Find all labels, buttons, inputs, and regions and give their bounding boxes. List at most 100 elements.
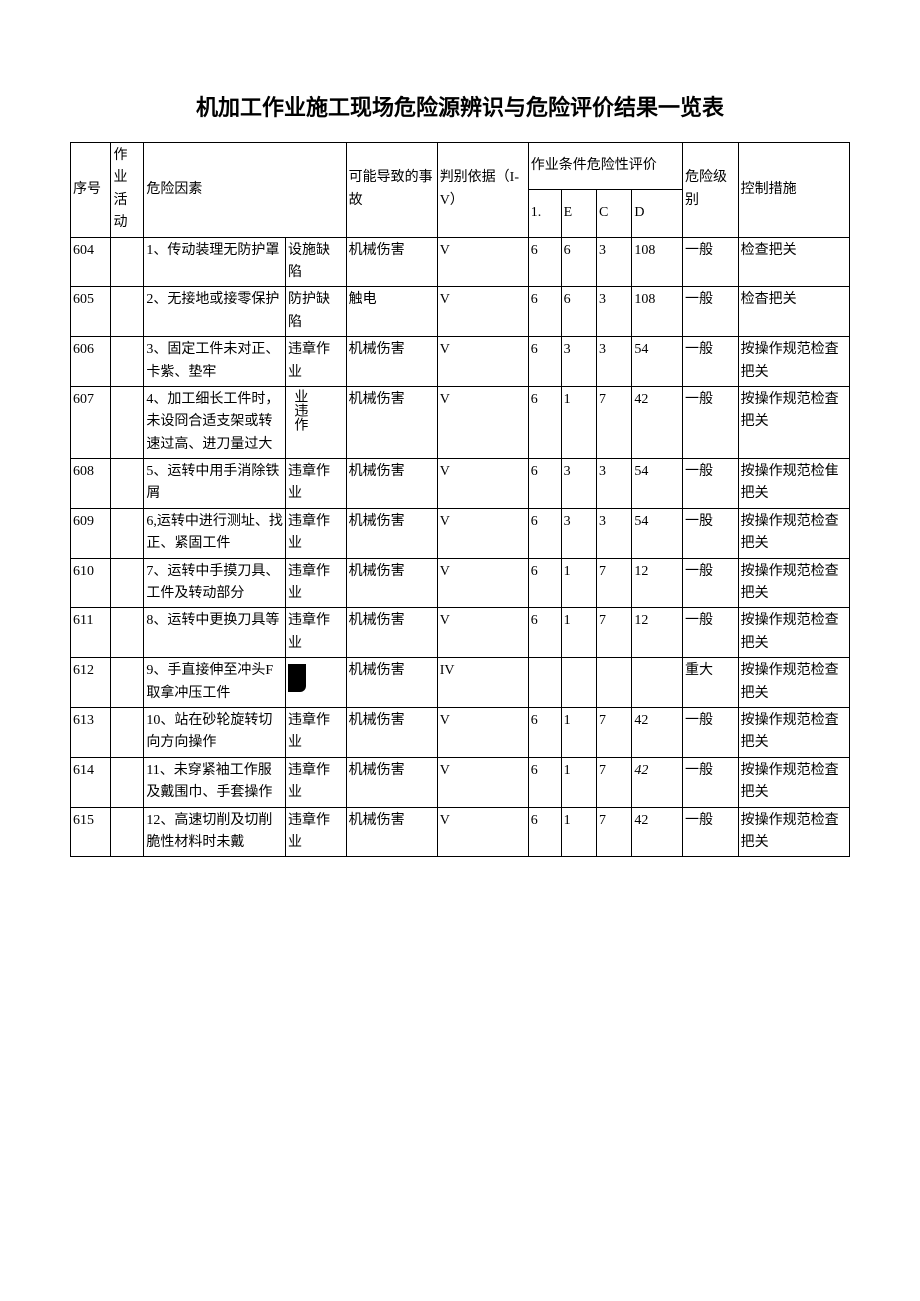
cell-d: 12 [632,558,683,608]
cell-measure: 按操作规范检査把关 [738,707,849,757]
cell-activity [111,337,144,387]
cell-e: 3 [561,337,596,387]
cell-level: 一般 [683,558,739,608]
cell-level: 一般 [683,337,739,387]
cell-factor1: 2、无接地或接零保护 [144,287,286,337]
cell-basis: V [437,386,528,458]
header-l: 1. [528,190,561,237]
cell-measure: 按操作规范检查把关 [738,508,849,558]
cell-measure: 按操作规范检査把关 [738,757,849,807]
cell-accident: 机械伤害 [346,558,437,608]
cell-measure: 按操作规范检査把关 [738,386,849,458]
cell-level: 一股 [683,508,739,558]
cell-c [597,658,632,708]
cell-c: 7 [597,386,632,458]
cell-seq: 612 [71,658,111,708]
cell-l: 6 [528,508,561,558]
page-title: 机加工作业施工现场危险源辨识与危险评价结果一览表 [70,90,850,122]
cell-d: 42 [632,707,683,757]
cell-basis: V [437,707,528,757]
header-factor: 危险因素 [144,143,346,238]
cell-seq: 609 [71,508,111,558]
cell-l: 6 [528,707,561,757]
cell-e: 1 [561,757,596,807]
cell-accident: 机械伤害 [346,658,437,708]
cell-basis: IV [437,658,528,708]
cell-l: 6 [528,558,561,608]
cell-d: 42 [632,807,683,857]
cell-activity [111,459,144,509]
cell-accident: 触电 [346,287,437,337]
cell-factor2: 设施缺陷 [285,237,346,287]
cell-d: 108 [632,237,683,287]
cell-e: 1 [561,558,596,608]
cell-d: 108 [632,287,683,337]
cell-l: 6 [528,459,561,509]
cell-level: 一般 [683,757,739,807]
cell-factor1: 7、运转中手摸刀具、工件及转动部分 [144,558,286,608]
cell-e: 1 [561,807,596,857]
cell-basis: V [437,287,528,337]
cell-factor2: 违章作业 [285,707,346,757]
cell-c: 3 [597,237,632,287]
cell-c: 7 [597,757,632,807]
cell-activity [111,287,144,337]
cell-activity [111,707,144,757]
header-eval-group: 作业条件危险性评价 [528,143,682,190]
cell-measure: 按操作规范检查把关 [738,608,849,658]
cell-activity [111,237,144,287]
cell-d: 12 [632,608,683,658]
cell-c: 7 [597,807,632,857]
cell-d: 54 [632,508,683,558]
cell-level: 一般 [683,707,739,757]
cell-c: 3 [597,508,632,558]
cell-e: 1 [561,707,596,757]
cell-c: 3 [597,459,632,509]
cell-l: 6 [528,287,561,337]
cell-activity [111,757,144,807]
cell-l: 6 [528,386,561,458]
cell-factor1: 8、运转中更换刀具等 [144,608,286,658]
cell-l [528,658,561,708]
header-basis: 判别依据（I-V） [437,143,528,238]
header-seq: 序号 [71,143,111,238]
header-c: C [597,190,632,237]
cell-factor1: 4、加工细长工件时，未设冏合适支架或转速过高、进刀量过大 [144,386,286,458]
risk-table: 序号 作业活动 危险因素 可能导致的事故 判别依据（I-V） 作业条件危险性评价… [70,142,850,857]
cell-basis: V [437,237,528,287]
cell-seq: 604 [71,237,111,287]
cell-c: 3 [597,287,632,337]
header-e: E [561,190,596,237]
header-level: 危险级别 [683,143,739,238]
cell-activity [111,608,144,658]
cell-measure: 按操作规范检查把关 [738,658,849,708]
cell-factor2 [285,658,346,708]
cell-measure: 检杳把关 [738,287,849,337]
header-d: D [632,190,683,237]
cell-factor2: 违章作业 [285,337,346,387]
cell-factor1: 5、运转中用手消除铁屑 [144,459,286,509]
cell-accident: 机械伤害 [346,237,437,287]
cell-l: 6 [528,757,561,807]
cell-level: 重大 [683,658,739,708]
cell-level: 一般 [683,287,739,337]
cell-activity [111,508,144,558]
cell-level: 一般 [683,459,739,509]
cell-measure: 按操作规范检査把关 [738,807,849,857]
cell-c: 7 [597,558,632,608]
cell-factor1: 3、固定工件未对正、卡紫、垫牢 [144,337,286,387]
cell-accident: 机械伤害 [346,757,437,807]
cell-accident: 机械伤害 [346,459,437,509]
cell-accident: 机械伤害 [346,707,437,757]
cell-accident: 机械伤害 [346,807,437,857]
cell-seq: 610 [71,558,111,608]
cell-basis: V [437,807,528,857]
cell-factor1: 1、传动装理无防护罩 [144,237,286,287]
cell-c: 7 [597,608,632,658]
cell-factor1: 10、站在砂轮旋转切向方向操作 [144,707,286,757]
cell-level: 一般 [683,807,739,857]
cell-measure: 检查把关 [738,237,849,287]
cell-c: 3 [597,337,632,387]
cell-d: 54 [632,337,683,387]
cell-activity [111,658,144,708]
